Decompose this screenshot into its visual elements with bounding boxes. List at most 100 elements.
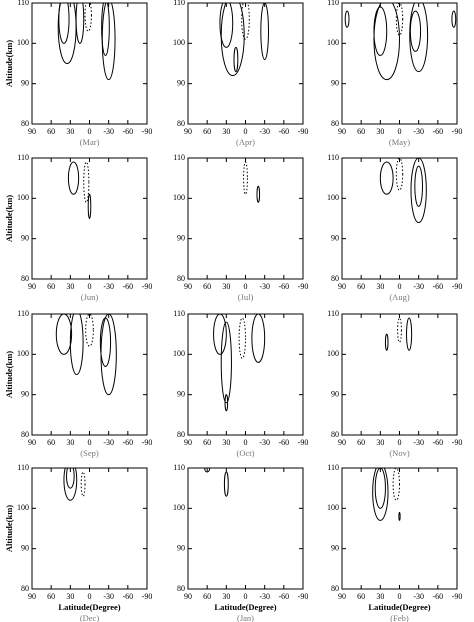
contour-line (398, 511, 401, 521)
x-tick-label: 0 (88, 592, 92, 601)
y-tick-label: 110 (173, 463, 185, 472)
y-tick-label: 90 (331, 543, 339, 552)
contour-line (241, 3, 250, 40)
x-tick-label: 30 (222, 592, 230, 601)
contour-line (80, 471, 86, 497)
x-tick-label: -60 (122, 127, 133, 136)
contour-line (397, 317, 402, 343)
x-tick-label: -90 (142, 438, 153, 447)
x-tick-label: -30 (413, 282, 424, 291)
x-tick-label: 60 (357, 282, 365, 291)
y-tick-label: 110 (173, 309, 185, 318)
y-tick-label: 90 (177, 78, 185, 87)
x-tick-label: -60 (278, 282, 289, 291)
x-tick-label: 60 (203, 127, 211, 136)
contour-line (58, 3, 70, 44)
contour-line (410, 158, 427, 224)
x-tick-label: 90 (184, 282, 192, 291)
plot-frame (187, 467, 304, 590)
y-tick-label: 100 (327, 193, 339, 202)
x-tick-label: 90 (338, 592, 346, 601)
y-tick-label: 80 (177, 430, 185, 439)
x-tick-label: -30 (413, 127, 424, 136)
x-tick-label: -90 (142, 282, 153, 291)
plot-frame (187, 157, 304, 280)
x-tick-label: -30 (259, 127, 270, 136)
y-tick-label: 80 (21, 274, 29, 283)
y-tick-label: 100 (17, 193, 29, 202)
panel-title: (Jun) (81, 292, 99, 302)
x-tick-label: -60 (278, 438, 289, 447)
x-tick-label: -30 (259, 282, 270, 291)
x-tick-label: 60 (47, 592, 55, 601)
x-tick-label: 90 (338, 127, 346, 136)
plot-frame (341, 313, 458, 436)
y-axis-label: Altitude(km) (4, 195, 14, 242)
x-tick-label: 60 (203, 592, 211, 601)
y-tick-label: 80 (331, 430, 339, 439)
x-tick-label: 0 (398, 592, 402, 601)
contour-line (233, 46, 239, 73)
contour-line (395, 158, 404, 191)
contour-line (67, 161, 80, 195)
x-tick-label: 60 (357, 438, 365, 447)
y-tick-label: 100 (173, 349, 185, 358)
x-tick-label: 30 (66, 592, 74, 601)
contour-line (85, 314, 94, 347)
contour-line (451, 10, 457, 28)
panel-title: (Jan) (237, 613, 254, 622)
contour-line (238, 317, 247, 359)
contour-line (63, 468, 78, 501)
plot-frame (187, 2, 304, 125)
panel-title: (Dec) (80, 613, 100, 622)
x-tick-label: 0 (398, 438, 402, 447)
x-tick-label: -90 (452, 592, 463, 601)
y-tick-label: 110 (327, 463, 339, 472)
y-axis-label: Altitude(km) (4, 351, 14, 398)
contour-line (243, 161, 248, 195)
x-tick-label: -60 (278, 592, 289, 601)
x-tick-label: 0 (88, 127, 92, 136)
x-tick-label: -30 (259, 592, 270, 601)
y-tick-label: 100 (17, 503, 29, 512)
x-tick-label: -90 (452, 282, 463, 291)
y-tick-label: 90 (21, 389, 29, 398)
y-tick-label: 100 (173, 193, 185, 202)
x-tick-label: 60 (47, 282, 55, 291)
contour-line (99, 317, 112, 367)
x-tick-label: 90 (338, 282, 346, 291)
x-axis-label: Latitude(Degree) (58, 602, 120, 612)
panel-title: (Nov) (389, 448, 409, 458)
y-tick-label: 80 (177, 119, 185, 128)
x-tick-label: 30 (376, 438, 384, 447)
x-tick-label: 30 (66, 282, 74, 291)
y-tick-label: 80 (331, 274, 339, 283)
x-tick-label: -60 (122, 282, 133, 291)
y-tick-label: 100 (17, 349, 29, 358)
panel-title: (May) (389, 137, 410, 147)
panel-title: (Apr) (236, 137, 255, 147)
x-tick-label: 90 (28, 127, 36, 136)
y-tick-label: 110 (327, 0, 339, 7)
x-tick-label: -30 (413, 438, 424, 447)
plot-frame (31, 313, 148, 436)
contour-line (251, 314, 266, 363)
contour-line (224, 394, 229, 412)
x-tick-label: -90 (298, 592, 309, 601)
x-tick-label: 60 (47, 127, 55, 136)
contour-line (260, 3, 269, 60)
x-tick-label: -30 (103, 282, 114, 291)
x-tick-label: -90 (142, 592, 153, 601)
contour-line (220, 3, 245, 77)
x-tick-label: -90 (298, 127, 309, 136)
y-tick-label: 100 (17, 38, 29, 47)
x-tick-label: 30 (376, 592, 384, 601)
panel-title: (Oct) (237, 448, 255, 458)
contour-line (220, 321, 232, 404)
x-tick-label: -90 (298, 438, 309, 447)
contour-line (223, 471, 229, 497)
x-axis-label: Latitude(Degree) (214, 602, 276, 612)
plot-frame (31, 2, 148, 125)
y-tick-label: 100 (173, 503, 185, 512)
